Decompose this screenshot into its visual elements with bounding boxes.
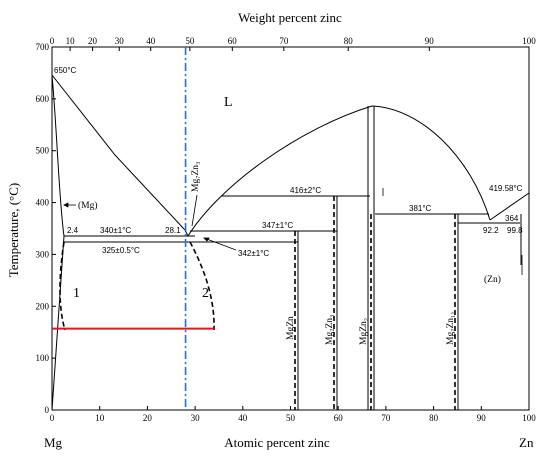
phase-boundaries	[51, 74, 530, 411]
mg-solvus	[51, 74, 65, 237]
top-tick-label: 10	[66, 36, 76, 46]
bottom-tick-label: 10	[95, 413, 105, 423]
top-tick-label: 60	[228, 36, 238, 46]
left-tick-label: 0	[45, 405, 50, 415]
top-tick-label: 90	[425, 36, 435, 46]
mg7zn3-label: Mg₇Zn₃	[191, 162, 201, 192]
bottom-axis-ticks: 0 10 20 30 40 50 60 70 80 90 100	[50, 406, 536, 423]
curve-2-label: 2	[202, 286, 209, 301]
t347-label: 347±1°C	[262, 221, 293, 230]
bottom-tick-label: 20	[143, 413, 153, 423]
top-tick-label: 20	[88, 36, 98, 46]
top-tick-label: 30	[115, 36, 125, 46]
left-tick-label: 500	[36, 146, 50, 156]
liquid-label: L	[224, 95, 233, 110]
zn-label: Zn	[519, 435, 534, 450]
top-tick-label: 100	[522, 36, 536, 46]
dashed-curve-1	[59, 241, 66, 331]
left-axis-ticks: 0 100 200 300 400 500 600 700	[36, 42, 56, 415]
top-tick-label: 80	[344, 36, 354, 46]
mg2zn3-label: Mg₂Zn₃	[325, 315, 335, 345]
bottom-tick-label: 90	[477, 413, 487, 423]
c364-label: 364	[505, 214, 519, 223]
left-tick-label: 200	[36, 301, 50, 311]
t340-label: 340±1°C	[100, 226, 131, 235]
t381-label: 381°C	[409, 204, 432, 213]
bottom-tick-label: 60	[334, 413, 344, 423]
mg2zn11-label: Mg₂Zn₁₁	[446, 311, 456, 345]
top-tick-label: 70	[279, 36, 289, 46]
left-tick-label: 700	[36, 42, 50, 52]
mg-phase-label: (Mg)	[78, 200, 98, 211]
bottom-tick-label: 70	[381, 413, 391, 423]
t416-label: 416±2°C	[290, 186, 321, 195]
bottom-axis-title: Atomic percent zinc	[224, 435, 330, 450]
c2-4-label: 2.4	[67, 226, 79, 235]
bottom-tick-label: 100	[522, 413, 536, 423]
mg-label: Mg	[44, 435, 63, 450]
top-tick-label: 0	[50, 36, 55, 46]
top-tick-label: 50	[185, 36, 195, 46]
zn-melting-label: 419.58°C	[489, 184, 523, 193]
y-axis-title: Temperature, (°C)	[6, 183, 21, 278]
bottom-tick-label: 0	[50, 413, 55, 423]
bottom-tick-label: 30	[191, 413, 201, 423]
left-tick-label: 600	[36, 94, 50, 104]
mg-solidus	[51, 235, 65, 411]
dashed-curves	[59, 196, 456, 410]
bottom-tick-label: 80	[429, 413, 439, 423]
mgzn2-label: MgZn₂	[359, 318, 369, 345]
liquidus-zn-side	[489, 192, 530, 221]
zn-phase-label: (Zn)	[484, 274, 501, 285]
left-tick-label: 300	[36, 249, 50, 259]
bottom-tick-label: 40	[238, 413, 248, 423]
left-tick-label: 400	[36, 198, 50, 208]
liquidus-mg-side	[51, 74, 189, 237]
t325-label: 325±0.5°C	[102, 246, 140, 255]
top-axis-title: Weight percent zinc	[238, 10, 342, 25]
c92-2-label: 92.2	[483, 226, 499, 235]
curve-1-label: 1	[73, 286, 80, 301]
mg-melting-label: 650°C	[54, 66, 77, 75]
c99-8-label: 99.8	[507, 226, 523, 235]
arrows	[63, 188, 523, 275]
c28-1-label: 28.1	[165, 226, 181, 235]
top-tick-label: 40	[146, 36, 156, 46]
bottom-tick-label: 50	[286, 413, 296, 423]
top-axis-ticks: 0 10 20 30 40 50 60 70 80 90 100	[50, 36, 536, 51]
dashed-curve-2	[189, 241, 215, 331]
left-tick-label: 100	[36, 353, 50, 363]
mgzn-label: MgZn	[286, 316, 296, 340]
t342-label: 342±1°C	[238, 249, 269, 258]
liquidus-mgzn2	[187, 105, 491, 237]
